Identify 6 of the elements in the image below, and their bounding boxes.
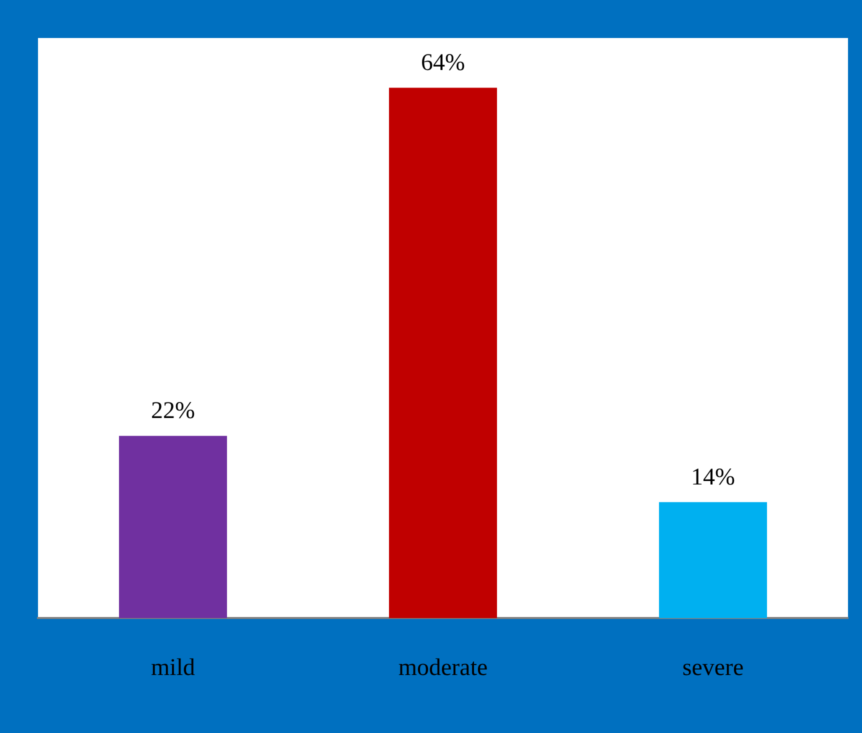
data-label: 22%: [151, 398, 195, 424]
x-tick-label: moderate: [398, 654, 488, 681]
data-label: 64%: [421, 50, 465, 76]
data-label: 14%: [691, 464, 735, 490]
x-tick-label: mild: [150, 654, 196, 681]
x-tick-label: severe: [682, 654, 744, 681]
